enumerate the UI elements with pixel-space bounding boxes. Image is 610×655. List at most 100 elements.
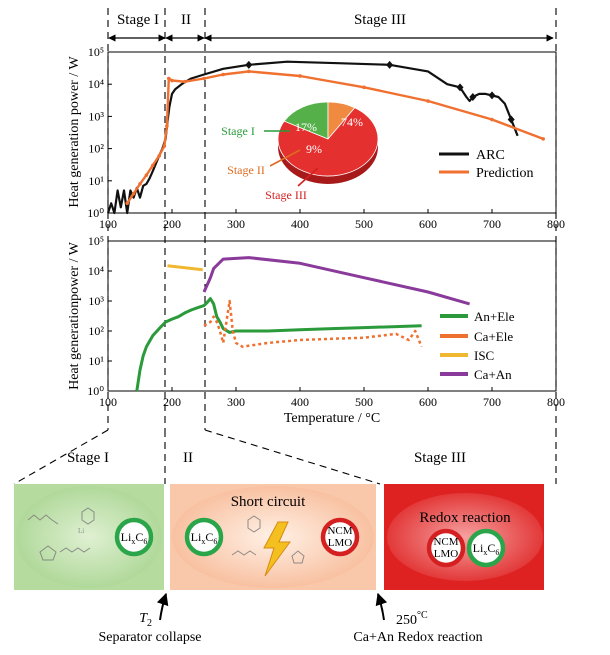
bottom-x-axis-label: Temperature / °C — [284, 411, 380, 426]
prediction-marker — [362, 85, 366, 90]
legend-isc-label: ISC — [474, 348, 494, 363]
pie-value-label: 17% — [295, 120, 317, 134]
pie-category-label: Stage I — [221, 124, 255, 138]
svg-text:LixC6: LixC6 — [473, 541, 500, 557]
arc-marker — [469, 93, 477, 102]
lightning-icon — [263, 521, 291, 577]
bottom-x-tick-label: 600 — [419, 395, 437, 409]
arc-marker — [245, 60, 253, 69]
bottom-plot-frame — [107, 240, 557, 392]
legend-ca-an-label: Ca+An — [474, 367, 512, 382]
prediction-marker — [541, 137, 545, 141]
top-series — [106, 60, 545, 215]
pie-category-label: Stage II — [227, 163, 265, 177]
bottom-y-ticks: 10⁰ 10¹ 10² 10³ 10⁴ 10⁵ — [87, 234, 112, 398]
connectors — [13, 429, 557, 485]
top-y-tick-label: 10⁵ — [88, 45, 104, 59]
pie-value-label: 9% — [306, 142, 322, 156]
pie-value-label: 74% — [341, 115, 363, 129]
pie-leader-line — [297, 167, 319, 187]
stage2-label: II — [181, 12, 191, 28]
top-x-tick-label: 300 — [227, 217, 245, 231]
bottom-legend: An+Ele Ca+Ele ISC Ca+An — [440, 309, 515, 382]
temp-250-label: 250°C — [396, 610, 428, 628]
prediction-marker — [426, 99, 430, 103]
prediction-marker — [162, 144, 167, 148]
panel-stage1-title: Stage I — [67, 450, 109, 466]
panel-stage2: Short circuit LixC6 NCM LMO — [170, 484, 376, 590]
bottom-series — [135, 256, 471, 392]
top-x-tick-label: 700 — [483, 217, 501, 231]
t2-label: T2 — [139, 611, 152, 629]
short-circuit-title: Short circuit — [231, 494, 306, 510]
bottom-y-tick-label: 10³ — [88, 294, 104, 308]
bottom-y-axis-label: Heat generationpower / W — [67, 241, 82, 390]
pie-leader-line — [269, 149, 301, 167]
t2-arrow — [156, 592, 169, 621]
bottom-x-tick-label: 800 — [547, 395, 565, 409]
top-legend: ARC Prediction — [439, 148, 534, 181]
top-chart: Heat generation power / W 10⁰10¹10²10³10… — [67, 45, 565, 231]
prediction-marker — [144, 173, 149, 177]
legend-prediction-label: Prediction — [476, 166, 534, 181]
legend-an-ele-label: An+Ele — [474, 309, 515, 324]
bottom-series-ca-an — [202, 256, 471, 306]
arc-marker — [456, 83, 464, 92]
prediction-marker — [298, 74, 302, 78]
top-y-tick-label: 10⁴ — [88, 77, 104, 91]
bottom-y-tick-label: 10⁵ — [88, 234, 104, 248]
bottom-y-tick-label: 10⁰ — [87, 384, 104, 398]
prediction-marker — [247, 69, 251, 74]
stage3-label: Stage III — [354, 12, 406, 28]
bottom-series-an-ele — [135, 297, 422, 392]
bottom-series-isc — [167, 264, 203, 272]
prediction-marker — [170, 78, 174, 83]
top-y-axis-label: Heat generation power / W — [67, 56, 82, 208]
pie-slice-stage-i — [283, 101, 329, 140]
lic6-particle-1: LixC6 — [114, 517, 154, 557]
bottom-x-tick-label: 100 — [99, 395, 117, 409]
lic6-particle-3: LixC6 — [466, 528, 506, 568]
svg-text:Li: Li — [78, 527, 84, 535]
svg-text:LixC6: LixC6 — [191, 530, 218, 546]
top-y-tick-label: 10³ — [88, 109, 104, 123]
prediction-marker — [221, 72, 225, 77]
panel-stage3: Redox reaction NCM LMO LixC6 — [384, 484, 544, 590]
bottom-y-tick-label: 10² — [88, 324, 104, 338]
top-y-ticks: 10⁰ 10¹ 10² 10³ 10⁴ 10⁵ — [87, 45, 112, 220]
pie-category-label: Stage III — [265, 188, 307, 202]
bottom-x-tick-label: 500 — [355, 395, 373, 409]
bottom-x-tick-label: 300 — [227, 395, 245, 409]
bottom-y-tick-label: 10⁴ — [88, 264, 104, 278]
top-y-tick-label: 10² — [88, 142, 104, 156]
top-x-ticks: 100 200 300 400 500 600 700 800 — [99, 209, 565, 231]
svg-text:NCM: NCM — [433, 536, 458, 548]
top-x-tick-label: 400 — [291, 217, 309, 231]
prediction-marker — [151, 163, 155, 168]
prediction-marker — [202, 76, 206, 81]
prediction-marker — [131, 191, 136, 196]
electrolyte-molecules-icon: Li — [27, 507, 95, 561]
bottom-chart: Heat generationpower / W 10⁰ 10¹ 10² 10³ 10⁴… — [67, 234, 565, 426]
bottom-series-ca-ele — [203, 299, 423, 348]
lic6-particle-2: LixC6 — [184, 517, 224, 557]
prediction-marker — [490, 117, 494, 122]
prediction-marker — [157, 153, 161, 158]
top-x-tick-label: 800 — [547, 217, 565, 231]
legend-ca-ele-label: Ca+Ele — [474, 329, 513, 344]
stage1-label: Stage I — [117, 12, 159, 28]
top-x-tick-label: 600 — [419, 217, 437, 231]
svg-text:LixC6: LixC6 — [121, 530, 148, 546]
prediction-marker — [183, 79, 187, 84]
top-x-tick-label: 200 — [163, 217, 181, 231]
bottom-x-tick-label: 400 — [291, 395, 309, 409]
top-x-tick-label: 100 — [99, 217, 117, 231]
svg-text:NCM: NCM — [327, 525, 352, 537]
prediction-marker — [125, 201, 129, 206]
panel-stage1: Li LixC6 — [14, 484, 164, 590]
bottom-x-ticks: 100 200 300 400 500 600 700 800 — [99, 387, 565, 409]
bottom-x-tick-label: 200 — [163, 395, 181, 409]
ncm-lmo-particle-1: NCM LMO — [320, 517, 360, 557]
